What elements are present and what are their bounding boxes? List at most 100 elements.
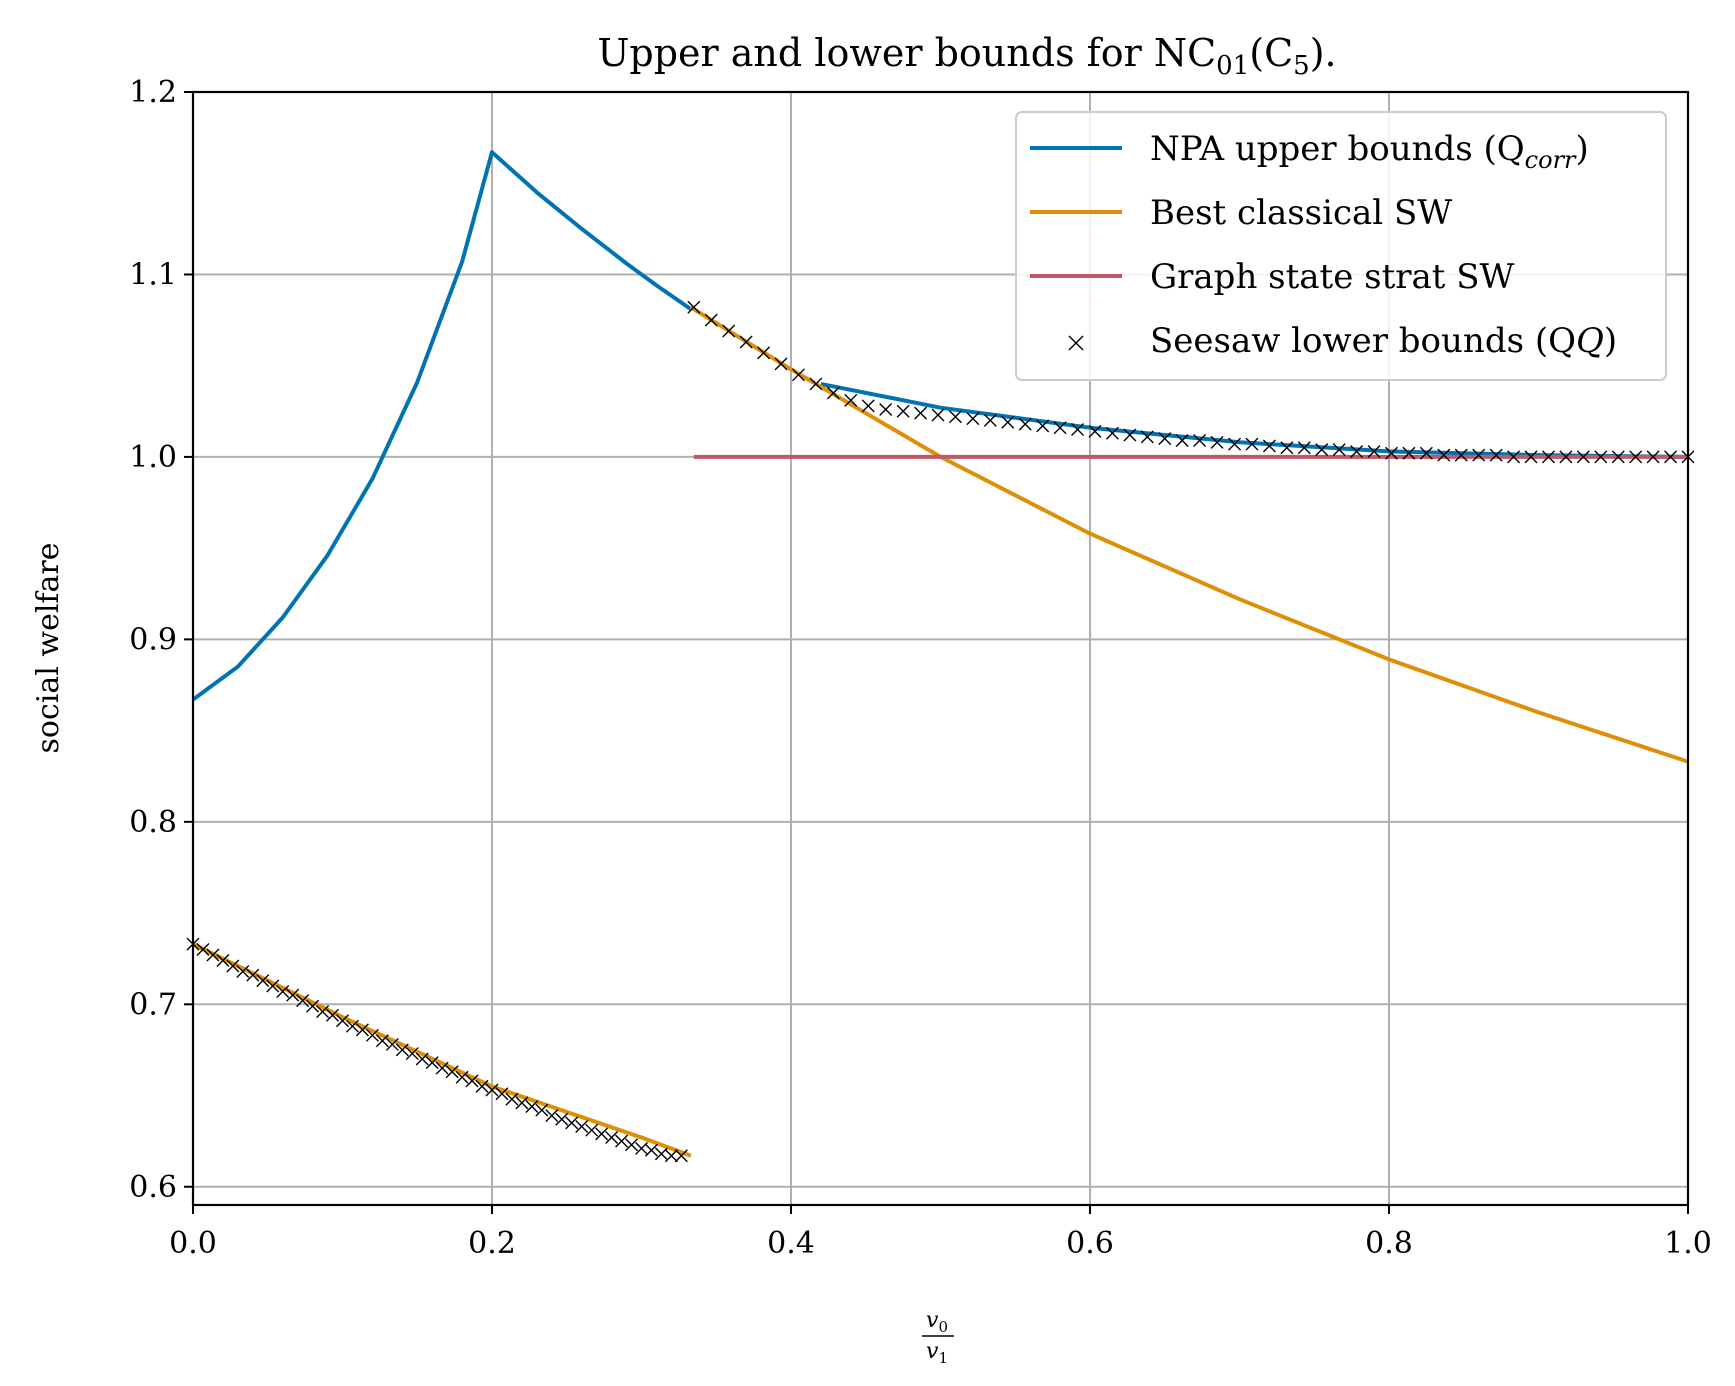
seesaw-point <box>1367 444 1381 458</box>
y-tick-label: 1.2 <box>129 75 177 110</box>
seesaw-point <box>575 1120 589 1134</box>
seesaw-point <box>355 1023 369 1037</box>
seesaw-point <box>475 1079 489 1093</box>
seesaw-point <box>266 979 280 993</box>
seesaw-point <box>256 974 270 988</box>
seesaw-point <box>206 948 220 962</box>
seesaw-point <box>879 402 893 416</box>
y-tick-label: 0.9 <box>129 622 177 657</box>
legend-swatch-seesaw <box>1068 335 1084 351</box>
seesaw-point <box>375 1034 389 1048</box>
seesaw-point <box>1053 421 1067 435</box>
seesaw-point <box>1611 450 1625 464</box>
x-tick-label: 0.2 <box>468 1226 516 1261</box>
seesaw-point <box>336 1014 349 1028</box>
seesaw-point <box>345 1019 359 1033</box>
seesaw-point <box>1664 450 1678 464</box>
seesaw-point <box>445 1065 459 1079</box>
chart-title: Upper and lower bounds for NC01(C5). <box>597 31 1336 81</box>
seesaw-point <box>1594 450 1608 464</box>
seesaw-point <box>196 943 210 957</box>
x-tick-label: 0.8 <box>1365 1226 1413 1261</box>
seesaw-point <box>425 1056 439 1070</box>
seesaw-point <box>555 1112 569 1126</box>
x-tick-label: 0.6 <box>1066 1226 1114 1261</box>
seesaw-point <box>1140 430 1154 444</box>
x-axis-label: v0 v1 <box>922 1308 954 1367</box>
seesaw-point <box>914 406 928 420</box>
seesaw-point <box>1228 437 1242 451</box>
legend-label-classical: Best classical SW <box>1150 193 1452 233</box>
seesaw-point <box>774 357 788 371</box>
seesaw-point <box>1245 437 1259 451</box>
x-axis-label-denominator: v1 <box>926 1339 948 1367</box>
seesaw-point <box>585 1123 599 1137</box>
seesaw-point <box>809 377 823 391</box>
y-tick-label: 0.7 <box>129 987 177 1022</box>
seesaw-point <box>826 386 840 400</box>
seesaw-point <box>1350 444 1364 458</box>
seesaw-point <box>1193 434 1207 447</box>
seesaw-point <box>625 1138 639 1152</box>
seesaw-point <box>844 393 858 407</box>
x-axis-label-numerator: v0 <box>926 1308 948 1336</box>
y-axis-label: social welfare <box>31 543 66 754</box>
seesaw-point <box>1507 450 1521 464</box>
seesaw-point <box>525 1099 539 1113</box>
y-tick-label: 1.0 <box>129 440 177 475</box>
seesaw-point <box>1419 446 1433 460</box>
legend-label-npa: NPA upper bounds (Qcorr) <box>1150 129 1589 174</box>
seesaw-point <box>1629 450 1643 464</box>
seesaw-point <box>1385 446 1398 460</box>
seesaw-point <box>739 335 753 349</box>
seesaw-point <box>664 1149 678 1163</box>
seesaw-markers <box>186 300 1695 1163</box>
seesaw-point <box>861 399 875 413</box>
seesaw-point <box>791 368 805 382</box>
seesaw-point <box>226 959 240 973</box>
seesaw-point <box>1489 448 1503 462</box>
seesaw-point <box>1088 424 1102 438</box>
seesaw-point <box>316 1005 330 1019</box>
seesaw-point <box>465 1074 479 1088</box>
seesaw-point <box>1541 450 1555 464</box>
seesaw-point <box>757 346 771 360</box>
x-tick-label: 1.0 <box>1664 1226 1712 1261</box>
seesaw-point <box>495 1087 509 1101</box>
seesaw-point <box>595 1127 609 1141</box>
seesaw-point <box>931 408 945 422</box>
seesaw-point <box>966 412 980 426</box>
seesaw-point <box>1105 426 1119 440</box>
seesaw-point <box>1454 448 1468 462</box>
seesaw-point <box>505 1092 519 1106</box>
seesaw-point <box>687 300 701 314</box>
seesaw-point <box>1123 428 1137 442</box>
seesaw-point <box>674 1149 688 1163</box>
best-classical-line <box>192 942 692 1158</box>
seesaw-point <box>276 985 290 999</box>
seesaw-point <box>1576 450 1590 464</box>
seesaw-point <box>535 1103 549 1117</box>
seesaw-point <box>1158 432 1172 446</box>
seesaw-point <box>644 1143 658 1157</box>
seesaw-point <box>1018 417 1032 431</box>
seesaw-point <box>722 324 736 338</box>
seesaw-point <box>983 413 997 427</box>
seesaw-point <box>948 410 962 424</box>
seesaw-point <box>1437 448 1451 462</box>
seesaw-point <box>236 964 250 978</box>
seesaw-point <box>1646 450 1660 464</box>
seesaw-point <box>1524 450 1538 464</box>
seesaw-point <box>515 1096 529 1110</box>
seesaw-point <box>435 1061 449 1075</box>
legend: NPA upper bounds (Qcorr) Best classical … <box>1015 111 1667 381</box>
seesaw-point <box>1280 441 1294 455</box>
seesaw-point <box>395 1043 409 1057</box>
seesaw-point <box>1262 439 1276 453</box>
seesaw-point <box>704 313 718 327</box>
x-tick-label: 0.0 <box>169 1226 217 1261</box>
y-tick-label: 0.8 <box>129 805 177 840</box>
seesaw-point <box>1036 419 1050 433</box>
seesaw-point <box>1472 448 1486 462</box>
